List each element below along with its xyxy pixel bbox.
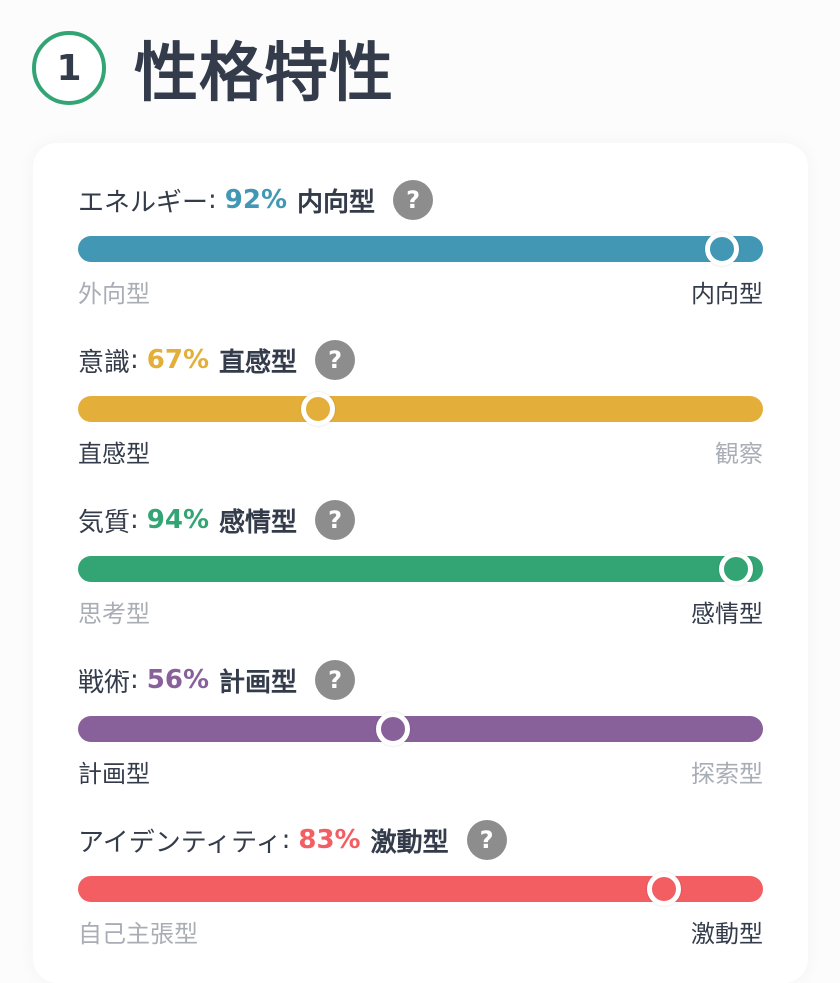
trait-knob [376,712,411,746]
trait-heading: エネルギー: 92% 内向型 ? [78,180,763,220]
trait-heading: 気質: 94% 感情型 ? [78,500,763,540]
trait-percent: 67% [146,345,210,375]
section-header: 1 性格特性 [32,22,394,114]
trait-knob [646,872,681,906]
trait-heading: アイデンティティ: 83% 激動型 ? [78,820,763,860]
trait-percent: 94% [146,505,210,535]
trait-name: 意識 [78,347,131,378]
trait-type: 直感型 [219,347,298,378]
trait-bar [78,232,763,266]
colon: : [208,185,217,215]
section-title: 性格特性 [134,37,394,111]
help-icon[interactable]: ? [315,340,356,380]
step-number-badge: 1 [32,31,106,105]
trait-tactics: 戦術: 56% 計画型 ? 計画型 探索型 [78,660,763,789]
trait-knob [718,552,753,586]
trait-knob [704,232,739,266]
left-label: 計画型 [78,760,150,788]
help-icon[interactable]: ? [315,500,356,540]
step-number: 1 [56,47,82,89]
trait-bar-labels: 自己主張型 激動型 [78,914,763,949]
trait-bar [78,712,763,746]
trait-type: 激動型 [370,827,449,858]
help-icon[interactable]: ? [393,180,434,220]
trait-name: エネルギー [78,187,209,218]
trait-nature: 気質: 94% 感情型 ? 思考型 感情型 [78,500,763,629]
trait-heading: 戦術: 56% 計画型 ? [78,660,763,700]
left-label: 思考型 [78,600,150,628]
right-label: 激動型 [691,920,763,948]
right-label: 内向型 [691,280,763,308]
trait-percent: 56% [146,665,210,695]
trait-type: 内向型 [297,187,376,218]
left-label: 直感型 [78,440,150,468]
colon: : [130,665,139,695]
help-icon[interactable]: ? [466,820,507,860]
trait-type: 計画型 [219,667,298,698]
trait-type: 感情型 [219,507,298,538]
trait-name: 気質 [78,507,131,538]
right-label: 探索型 [691,760,763,788]
trait-bar-labels: 思考型 感情型 [78,594,763,629]
trait-identity: アイデンティティ: 83% 激動型 ? 自己主張型 激動型 [78,820,763,949]
left-label: 自己主張型 [78,920,198,948]
right-label: 観察 [715,440,763,468]
trait-bar [78,392,763,426]
trait-knob [300,392,335,426]
trait-energy: エネルギー: 92% 内向型 ? 外向型 内向型 [78,180,763,309]
trait-bar-labels: 外向型 内向型 [78,274,763,309]
colon: : [130,505,139,535]
trait-mind: 意識: 67% 直感型 ? 直感型 観察 [78,340,763,469]
trait-name: 戦術 [78,667,131,698]
trait-percent: 83% [298,825,361,855]
help-icon[interactable]: ? [315,660,356,700]
colon: : [281,825,291,855]
trait-name: アイデンティティ [78,827,282,858]
trait-heading: 意識: 67% 直感型 ? [78,340,763,380]
trait-percent: 92% [224,185,288,215]
trait-bar-labels: 計画型 探索型 [78,754,763,789]
trait-bar-labels: 直感型 観察 [78,434,763,469]
trait-bar [78,552,763,586]
colon: : [130,345,139,375]
right-label: 感情型 [691,600,763,628]
left-label: 外向型 [78,280,150,308]
trait-bar [78,872,763,906]
